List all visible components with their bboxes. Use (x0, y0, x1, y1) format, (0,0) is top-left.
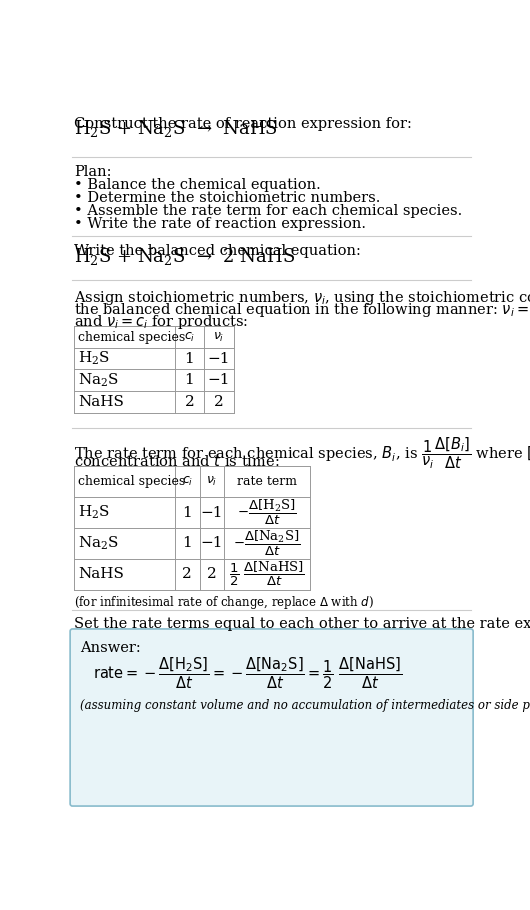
Text: NaHS: NaHS (78, 567, 123, 581)
Text: $\dfrac{1}{2}\ \dfrac{\Delta[\mathregular{NaHS}]}{\Delta t}$: $\dfrac{1}{2}\ \dfrac{\Delta[\mathregula… (229, 561, 305, 589)
Text: 1: 1 (184, 351, 195, 366)
Text: Assign stoichiometric numbers, $\nu_i$, using the stoichiometric coefficients, $: Assign stoichiometric numbers, $\nu_i$, … (74, 288, 530, 307)
Text: 1: 1 (182, 537, 192, 551)
Text: Answer:: Answer: (80, 641, 141, 654)
Text: 2: 2 (214, 395, 224, 409)
Text: $\nu_i$: $\nu_i$ (206, 475, 218, 489)
Text: $\mathregular{Na_2S}$: $\mathregular{Na_2S}$ (78, 371, 119, 389)
Text: Construct the rate of reaction expression for:: Construct the rate of reaction expressio… (74, 116, 412, 131)
Text: −1: −1 (201, 537, 223, 551)
Text: $c_i$: $c_i$ (184, 330, 195, 344)
Text: 1: 1 (184, 373, 195, 388)
Text: concentration and $t$ is time:: concentration and $t$ is time: (74, 452, 279, 469)
Text: rate term: rate term (237, 475, 297, 489)
Text: Set the rate terms equal to each other to arrive at the rate expression:: Set the rate terms equal to each other t… (74, 617, 530, 632)
Text: 2: 2 (207, 567, 217, 581)
Text: • Write the rate of reaction expression.: • Write the rate of reaction expression. (74, 217, 366, 231)
Text: Plan:: Plan: (74, 165, 111, 178)
Text: $\mathrm{rate} = -\dfrac{\Delta[\mathrm{H_2S}]}{\Delta t} = -\dfrac{\Delta[\math: $\mathrm{rate} = -\dfrac{\Delta[\mathrm{… (93, 656, 402, 692)
Text: $\mathregular{Na_2S}$: $\mathregular{Na_2S}$ (78, 535, 119, 552)
Text: Write the balanced chemical equation:: Write the balanced chemical equation: (74, 244, 361, 258)
Text: 2: 2 (182, 567, 192, 581)
Text: $-\dfrac{\Delta[\mathregular{H_2S}]}{\Delta t}$: $-\dfrac{\Delta[\mathregular{H_2S}]}{\De… (237, 498, 297, 527)
Text: −1: −1 (208, 351, 230, 366)
Text: 1: 1 (182, 506, 192, 520)
Text: −1: −1 (208, 373, 230, 388)
FancyBboxPatch shape (70, 629, 473, 806)
Text: The rate term for each chemical species, $B_i$, is $\dfrac{1}{\nu_i}\dfrac{\Delt: The rate term for each chemical species,… (74, 436, 530, 471)
Text: • Determine the stoichiometric numbers.: • Determine the stoichiometric numbers. (74, 191, 381, 205)
Text: and $\nu_i = c_i$ for products:: and $\nu_i = c_i$ for products: (74, 313, 248, 331)
Text: the balanced chemical equation in the following manner: $\nu_i = -c_i$ for react: the balanced chemical equation in the fo… (74, 301, 530, 318)
Text: $\mathregular{H_2S}$ + $\mathregular{Na_2S}$  →  NaHS: $\mathregular{H_2S}$ + $\mathregular{Na_… (74, 117, 278, 139)
Text: −1: −1 (201, 506, 223, 520)
Text: • Balance the chemical equation.: • Balance the chemical equation. (74, 177, 321, 192)
Text: 2: 2 (184, 395, 195, 409)
Text: chemical species: chemical species (78, 475, 185, 489)
Text: $\mathregular{H_2S}$: $\mathregular{H_2S}$ (78, 504, 110, 521)
Text: $\mathregular{H_2S}$: $\mathregular{H_2S}$ (78, 350, 110, 368)
Text: $-\dfrac{\Delta[\mathregular{Na_2S}]}{\Delta t}$: $-\dfrac{\Delta[\mathregular{Na_2S}]}{\D… (233, 529, 301, 558)
Text: $\mathregular{H_2S}$ + $\mathregular{Na_2S}$  →  2 NaHS: $\mathregular{H_2S}$ + $\mathregular{Na_… (74, 246, 295, 267)
Text: • Assemble the rate term for each chemical species.: • Assemble the rate term for each chemic… (74, 204, 462, 217)
Text: (for infinitesimal rate of change, replace $\Delta$ with $d$): (for infinitesimal rate of change, repla… (74, 594, 374, 612)
Text: (assuming constant volume and no accumulation of intermediates or side products): (assuming constant volume and no accumul… (80, 699, 530, 712)
Text: $c_i$: $c_i$ (181, 475, 193, 489)
Text: chemical species: chemical species (78, 330, 185, 344)
Text: $\nu_i$: $\nu_i$ (213, 330, 225, 344)
Text: NaHS: NaHS (78, 395, 123, 409)
